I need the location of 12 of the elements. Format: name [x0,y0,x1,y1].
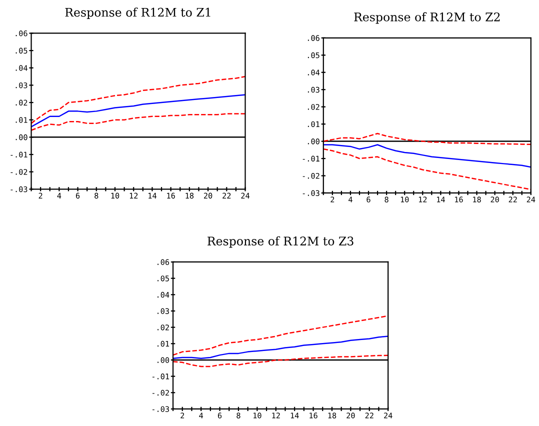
line-series [31,94,246,128]
line-series [173,336,388,359]
line-series [173,354,388,368]
line-series [323,148,531,190]
line-series [173,315,388,356]
line-series [31,113,246,131]
line-series [323,144,531,168]
chart-title: Response of R12M to Z2 [354,12,500,24]
chart-title: Response of R12M to Z1 [65,8,210,20]
line-series [323,132,531,146]
line-series [31,76,246,124]
chart-title: Response of R12M to Z3 [208,236,354,248]
